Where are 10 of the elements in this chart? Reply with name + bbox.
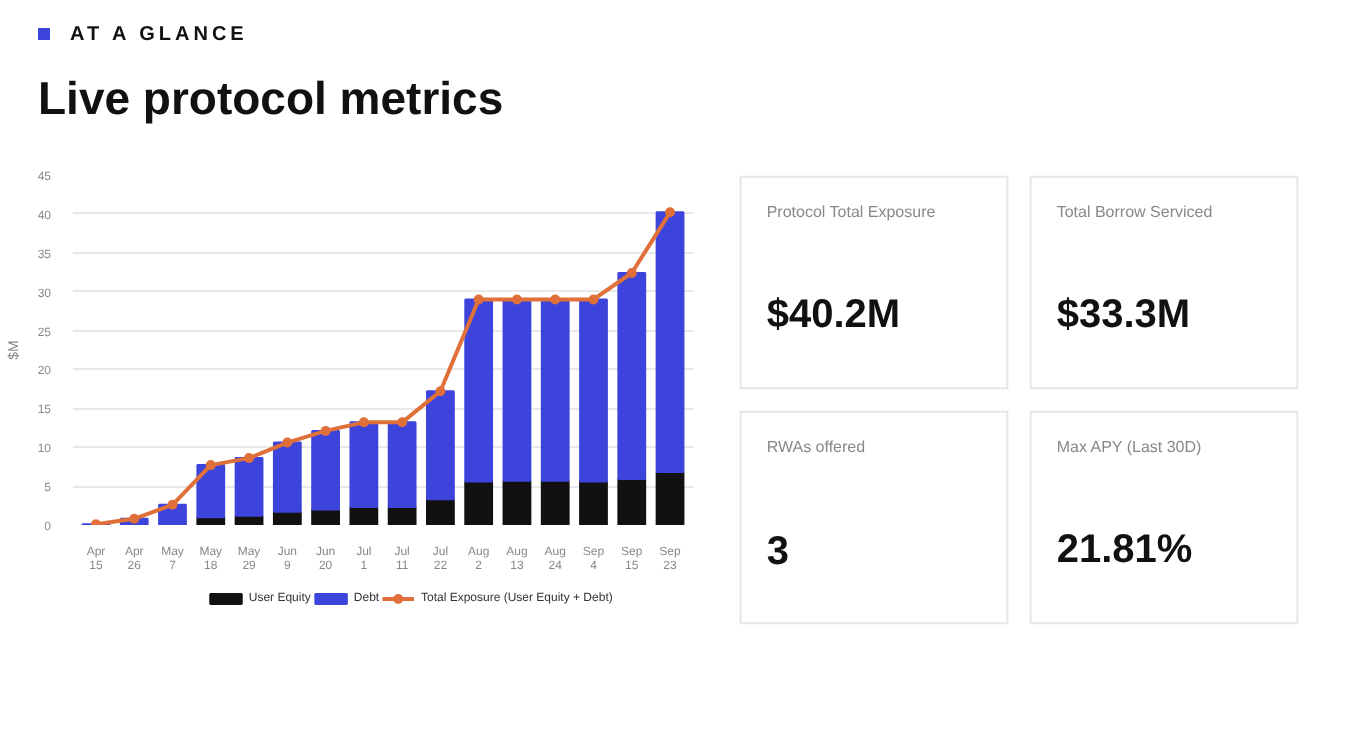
chart-subtitle: AT A GLANCE	[68, 22, 250, 50]
chart-title: Live protocol metrics	[38, 70, 504, 129]
text: Max APY (Last 30D)	[1056, 438, 1203, 456]
text: Total Borrow Serviced	[1056, 203, 1213, 221]
text: $40.2M	[766, 293, 901, 338]
text: $33.3M	[1056, 293, 1191, 338]
text: 3	[766, 530, 789, 575]
text: 21.81%	[1056, 528, 1193, 573]
text: Protocol Total Exposure	[766, 203, 937, 221]
text: RWAs offered	[766, 438, 866, 456]
